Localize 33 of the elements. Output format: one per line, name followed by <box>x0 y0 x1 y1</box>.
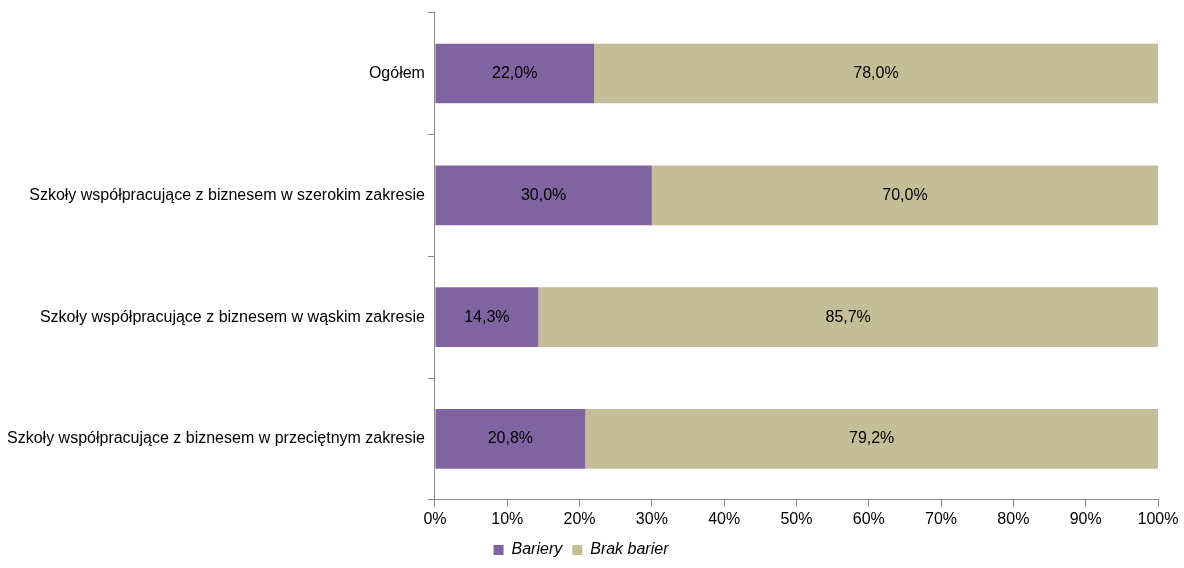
x-tick-label: 60% <box>852 509 885 527</box>
legend-label: Bariery <box>511 540 564 558</box>
bar <box>585 409 1158 469</box>
bar <box>594 43 1158 104</box>
x-tick-label: 30% <box>635 509 668 527</box>
data-label: 22,0% <box>492 63 538 81</box>
data-label: 30,0% <box>520 185 567 203</box>
bar <box>435 287 539 347</box>
y-tick-label: Szkoły współpracujące z biznesem w szerokim zakresie <box>29 185 426 203</box>
x-tick-label: 10% <box>491 509 524 527</box>
y-tick-label: Szkoły współpracujące z biznesem w przeciętnym zakresie <box>7 429 426 447</box>
data-label: 20,8% <box>487 429 534 447</box>
x-tick-label: 20% <box>563 509 596 527</box>
x-tick-label: 100% <box>1137 509 1179 527</box>
y-tick-label: Szkoły współpracujące z biznesem w wąskim zakresie <box>39 307 426 325</box>
bar <box>651 165 1158 226</box>
x-tick-label: 0% <box>423 509 447 527</box>
x-tick-label: 50% <box>780 509 813 527</box>
bar <box>435 43 595 104</box>
legend-label: Brak barier <box>590 540 670 558</box>
x-tick-label: 70% <box>925 509 958 527</box>
bar <box>435 409 586 469</box>
data-label: 78,0% <box>853 63 899 81</box>
x-tick-label: 90% <box>1069 509 1102 527</box>
data-label: 70,0% <box>882 185 928 203</box>
data-label: 14,3% <box>464 307 510 325</box>
bar <box>538 287 1158 347</box>
bar <box>435 165 652 226</box>
x-tick-label: 40% <box>708 509 741 527</box>
y-tick-label: Ogółem <box>368 63 425 81</box>
x-tick-label: 80% <box>997 509 1030 527</box>
data-label: 85,7% <box>825 307 871 325</box>
data-label: 79,2% <box>848 429 895 447</box>
